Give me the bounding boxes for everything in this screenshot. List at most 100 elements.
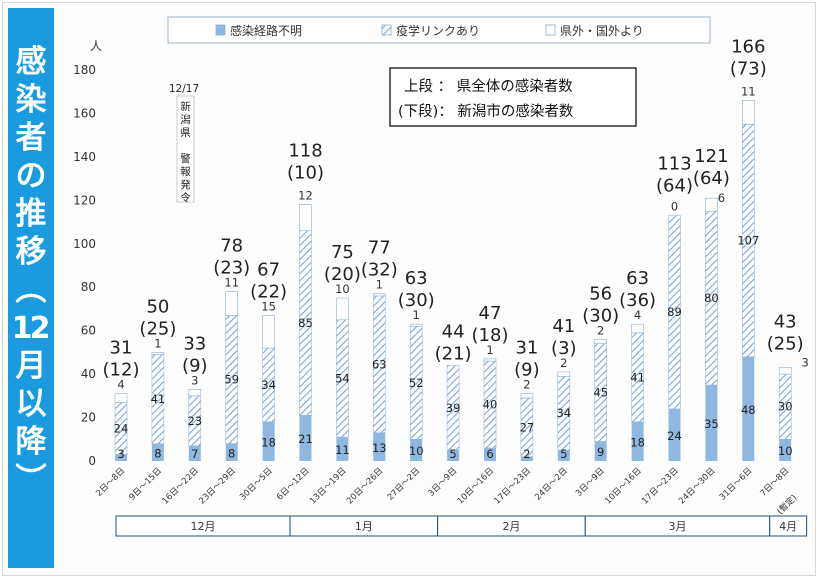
bars: 3244(12)318411(25)507233(9)3385911(23)78… bbox=[103, 36, 809, 461]
bar-segment-outside bbox=[557, 371, 571, 377]
segment-label-unknown: 18 bbox=[630, 435, 645, 449]
segment-label-link: 107 bbox=[737, 234, 759, 248]
segment-label-unknown: 9 bbox=[597, 445, 604, 459]
segment-label-unknown: 13 bbox=[372, 441, 387, 455]
segment-label-outside: 2 bbox=[597, 323, 604, 337]
prefecture-total-label: 77 bbox=[368, 238, 391, 259]
alert-char: 発 bbox=[180, 178, 191, 191]
city-total-label: (25) bbox=[139, 318, 176, 339]
city-total-label: (10) bbox=[287, 163, 324, 184]
segment-label-unknown: 48 bbox=[741, 403, 756, 417]
bar-segment-unknown bbox=[779, 439, 792, 461]
prefecture-total-label: 44 bbox=[442, 321, 465, 342]
legend-swatch bbox=[545, 24, 556, 36]
prefecture-total-label: 43 bbox=[774, 312, 797, 333]
bar-group: 24 89 0 (64)113 bbox=[656, 154, 693, 461]
x-tick-label: 27日～2日 bbox=[386, 466, 423, 503]
bar-segment-unknown bbox=[447, 450, 460, 461]
bar-segment-unknown bbox=[188, 445, 201, 461]
segment-label-link: 40 bbox=[483, 398, 498, 412]
legend-label: 疫学リンクあり bbox=[396, 23, 480, 38]
segment-label-unknown: 3 bbox=[117, 447, 124, 461]
prefecture-total-label: 33 bbox=[183, 333, 206, 354]
segment-label-unknown: 35 bbox=[704, 417, 719, 431]
provisional-label: (暫定) bbox=[775, 492, 799, 516]
legend-swatch bbox=[381, 24, 392, 36]
segment-label-link: 23 bbox=[187, 414, 202, 428]
x-tick-label: 9日～15日 bbox=[127, 466, 164, 503]
bar-group: 3 24 4(12)31 bbox=[103, 338, 140, 461]
x-tick-label: 30日～5日 bbox=[238, 466, 275, 503]
prefecture-total-label: 50 bbox=[146, 296, 169, 317]
segment-label-link: 85 bbox=[298, 316, 313, 330]
city-total-label: (21) bbox=[435, 343, 472, 364]
segment-label-unknown: 6 bbox=[486, 447, 493, 461]
segment-label-unknown: 24 bbox=[667, 429, 682, 443]
month-band: 12月 1月 2月 3月 4月 bbox=[115, 515, 808, 537]
x-tick-label: 24日～2日 bbox=[533, 466, 570, 503]
alert-char: 潟 bbox=[180, 113, 191, 126]
bar-segment-outside bbox=[372, 293, 386, 297]
segment-label-link: 41 bbox=[151, 392, 166, 406]
prefecture-total-label: 166 bbox=[731, 36, 765, 57]
prefecture-total-label: 67 bbox=[257, 259, 280, 280]
month-label: 4月 bbox=[779, 520, 797, 533]
bar-segment-link bbox=[446, 365, 460, 451]
bar-group: 5 34 2(3)41 bbox=[551, 316, 577, 461]
x-tick-label: 6日～12日 bbox=[275, 466, 312, 503]
note-box: 上段 ： 県全体の感染者数 (下段)： 新潟市の感染者数 bbox=[389, 67, 637, 127]
side-title-char: ︵ bbox=[16, 272, 47, 308]
alert-char: 新 bbox=[180, 100, 191, 113]
segment-label-outside: 6 bbox=[718, 191, 725, 205]
prefecture-total-label: 78 bbox=[220, 236, 243, 257]
city-total-label: (12) bbox=[103, 360, 140, 381]
prefecture-total-label: 63 bbox=[405, 268, 428, 289]
segment-label-unknown: 2 bbox=[523, 447, 530, 461]
legend-box bbox=[167, 16, 711, 44]
alert-char: 警 bbox=[180, 152, 191, 165]
alert-char: 報 bbox=[180, 166, 191, 178]
city-total-label: (73) bbox=[730, 58, 767, 79]
prefecture-total-label: 31 bbox=[110, 338, 133, 359]
month-label: 12月 bbox=[191, 520, 216, 533]
bar-segment-outside bbox=[188, 389, 202, 397]
legend-label: 県外・国外より bbox=[560, 24, 644, 38]
segment-label-outside: 2 bbox=[523, 378, 530, 392]
bar-group: 9 45 2(30)56 bbox=[582, 283, 619, 461]
side-title-char: 染 bbox=[16, 82, 47, 118]
bar-group: 35 80 6 (64)121 bbox=[693, 146, 730, 461]
prefecture-total-label: 75 bbox=[331, 242, 354, 263]
y-axis-unit: 人 bbox=[90, 39, 102, 53]
city-total-label: (9) bbox=[182, 355, 208, 376]
side-title-char: 者 bbox=[16, 120, 47, 156]
bar-group: 18 41 4(36)63 bbox=[619, 268, 656, 461]
bar-segment-outside bbox=[225, 291, 238, 316]
bar-segment-unknown bbox=[115, 454, 127, 461]
city-total-label: (64) bbox=[693, 168, 730, 189]
segment-label-outside: 1 bbox=[413, 308, 420, 322]
legend-label: 感染経路不明 bbox=[230, 23, 302, 38]
segment-label-link: 63 bbox=[372, 357, 387, 371]
segment-label-outside: 3 bbox=[191, 373, 198, 387]
y-tick-label: 120 bbox=[73, 193, 96, 207]
segment-label-outside: 2 bbox=[560, 356, 567, 370]
bar-segment-outside bbox=[594, 339, 608, 345]
segment-label-unknown: 18 bbox=[261, 435, 276, 449]
city-total-label: (22) bbox=[250, 281, 287, 302]
prefecture-total-label: 56 bbox=[589, 283, 612, 304]
legend: 感染経路不明 疫学リンクあり 県外・国外より bbox=[167, 16, 711, 44]
bar-segment-outside bbox=[409, 323, 423, 327]
bar-segment-outside bbox=[705, 197, 718, 212]
bar-segment-unknown bbox=[262, 421, 275, 461]
y-tick-label: 60 bbox=[81, 324, 96, 338]
segment-label-outside: 10 bbox=[335, 282, 350, 296]
segment-label-unknown: 7 bbox=[191, 447, 198, 461]
y-tick-label: 180 bbox=[73, 63, 96, 77]
bar-segment-outside bbox=[299, 204, 312, 232]
side-title-char: 推 bbox=[16, 196, 47, 232]
segment-label-unknown: 8 bbox=[228, 446, 235, 460]
